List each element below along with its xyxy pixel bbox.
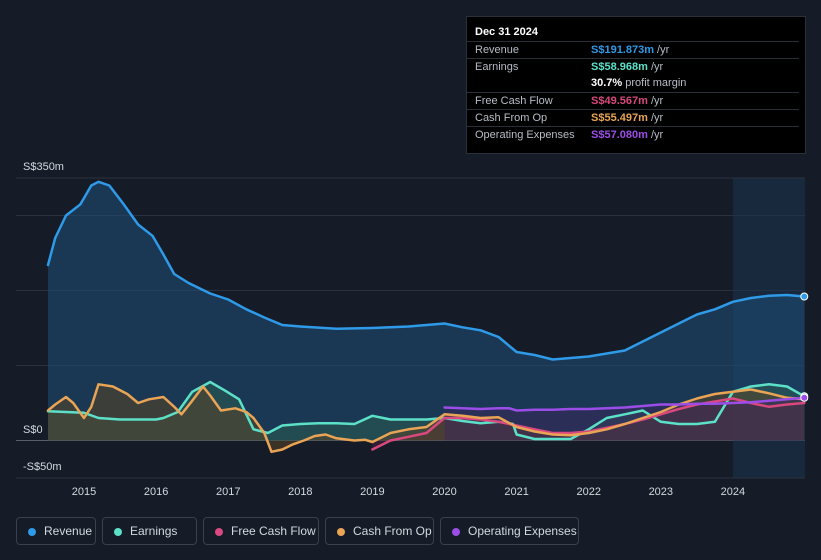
legend-item-cash-from-op[interactable]: Cash From Op (325, 517, 434, 545)
tooltip-value: 30.7% profit margin (591, 77, 686, 89)
x-tick-label: 2016 (144, 486, 168, 498)
x-tick-label: 2015 (72, 486, 96, 498)
tooltip-row-cash-from-op: Cash From Op S$55.497m /yr (467, 109, 799, 127)
tooltip-value: S$57.080m /yr (591, 129, 663, 141)
legend-dot-icon (452, 528, 460, 536)
end-marker-revenue (800, 292, 809, 301)
tooltip-row-revenue: Revenue S$191.873m /yr (467, 41, 799, 59)
tooltip-value-number: S$55.497m (591, 112, 648, 124)
line-operating-expenses (443, 396, 806, 412)
y-tick-label-350: S$350m (23, 161, 64, 173)
tooltip-value-number: S$191.873m (591, 44, 654, 56)
tooltip-label: Free Cash Flow (475, 95, 553, 107)
line-cash-from-op (46, 383, 806, 454)
tooltip-label: Earnings (475, 61, 519, 73)
tooltip-label: Cash From Op (475, 112, 548, 124)
legend-item-revenue[interactable]: Revenue (16, 517, 96, 545)
x-tick-label: 2022 (576, 486, 600, 498)
legend-item-free-cash-flow[interactable]: Free Cash Flow (203, 517, 319, 545)
end-marker-operating-expenses (800, 393, 809, 402)
tooltip-value-number: S$57.080m (591, 129, 648, 141)
tooltip-value: S$55.497m /yr (591, 112, 663, 124)
tooltip-row-free-cash-flow: Free Cash Flow S$49.567m /yr (467, 92, 799, 110)
x-tick-label: 2019 (360, 486, 384, 498)
x-tick-label: 2020 (432, 486, 456, 498)
x-tick-label: 2024 (721, 486, 745, 498)
legend-label: Free Cash Flow (231, 524, 316, 538)
series-end-markers (800, 292, 809, 402)
tooltip-value-number: 30.7% (591, 77, 623, 89)
tooltip-value-unit: /yr (647, 129, 664, 141)
series-lines (46, 180, 806, 454)
axes: S$350m S$0 -S$50m 2015 2016 2017 2018 20… (23, 161, 745, 498)
tooltip-panel: Dec 31 2024 Revenue S$191.873m /yr Earni… (466, 16, 806, 154)
tooltip-value-unit: /yr (647, 61, 664, 73)
legend-label: Revenue (44, 524, 93, 538)
legend-label: Cash From Op (353, 524, 432, 538)
x-tick-label: 2018 (288, 486, 312, 498)
legend-dot-icon (215, 528, 223, 536)
tooltip-value: S$49.567m /yr (591, 95, 663, 107)
tooltip-label: Revenue (475, 44, 520, 56)
legend-label: Operating Expenses (468, 524, 577, 538)
line-free-cash-flow (371, 397, 806, 451)
tooltip-value-unit: /yr (647, 95, 664, 107)
legend-label: Earnings (130, 524, 178, 538)
x-tick-labels: 2015 2016 2017 2018 2019 2020 2021 2022 … (72, 486, 745, 498)
legend-dot-icon (28, 528, 36, 536)
legend-dot-icon (114, 528, 122, 536)
y-tick-label-0: S$0 (23, 424, 43, 436)
tooltip-label: Operating Expenses (475, 129, 575, 141)
tooltip-date: Dec 31 2024 (475, 26, 538, 38)
tooltip-value-unit: /yr (647, 112, 664, 124)
x-tick-label: 2021 (504, 486, 528, 498)
legend-dot-icon (337, 528, 345, 536)
y-tick-label-neg50: -S$50m (23, 461, 62, 473)
tooltip-row-profit-margin: 30.7% profit margin (467, 75, 799, 92)
tooltip-row-operating-expenses: Operating Expenses S$57.080m /yr (467, 126, 799, 144)
tooltip-value-unit: profit margin (622, 77, 687, 89)
tooltip-row-earnings: Earnings S$58.968m /yr (467, 58, 799, 76)
legend-item-operating-expenses[interactable]: Operating Expenses (440, 517, 579, 545)
tooltip-value-number: S$49.567m (591, 95, 648, 107)
tooltip-value: S$191.873m /yr (591, 44, 669, 56)
tooltip-value-unit: /yr (654, 44, 670, 56)
area-revenue (48, 181, 805, 441)
tooltip-value: S$58.968m /yr (591, 61, 663, 73)
x-tick-label: 2023 (649, 486, 673, 498)
legend-item-earnings[interactable]: Earnings (102, 517, 197, 545)
x-tick-label: 2017 (216, 486, 240, 498)
tooltip-value-number: S$58.968m (591, 61, 648, 73)
line-revenue (46, 180, 806, 361)
line-earnings (46, 380, 806, 441)
